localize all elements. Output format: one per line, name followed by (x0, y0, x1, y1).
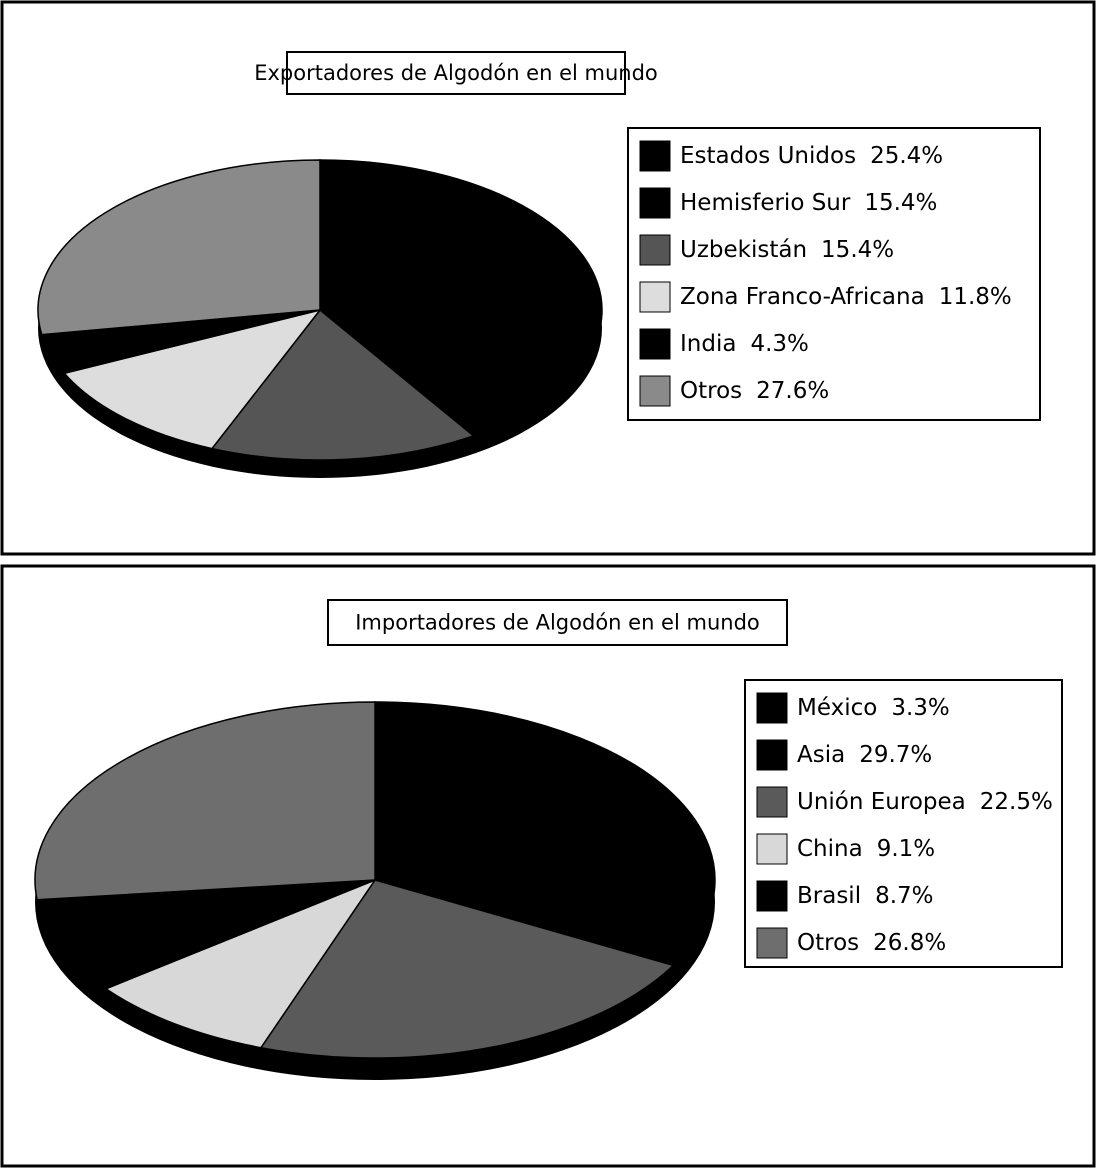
legend-name: Unión Europea (797, 789, 966, 815)
legend-name: Brasil (797, 883, 861, 909)
legend-value: 9.1% (877, 836, 935, 862)
legend-value: 25.4% (870, 143, 943, 169)
panel-frame (0, 564, 1096, 1168)
pie-slice (62, 308, 322, 450)
legend-swatch (756, 880, 788, 912)
legend-swatch (756, 692, 788, 724)
legend-entry: Unión Europea 22.5% (797, 789, 1053, 815)
legend-name: Asia (797, 742, 845, 768)
legend-box (744, 679, 1063, 968)
legend-entry: Uzbekistán 15.4% (680, 237, 894, 263)
legend-name: Uzbekistán (680, 237, 807, 263)
legend-name: Otros (797, 930, 859, 956)
panel-frame (0, 0, 1096, 556)
legend-entry: Zona Franco-Africana 11.8% (680, 284, 1012, 310)
legend-name: Otros (680, 378, 742, 404)
legend-name: Hemisferio Sur (680, 190, 851, 216)
legend-value: 22.5% (980, 789, 1053, 815)
legend-swatch (639, 281, 671, 313)
legend-swatch (639, 234, 671, 266)
legend-entry: Hemisferio Sur 15.4% (680, 190, 937, 216)
pie-slice (210, 308, 475, 461)
legend-entry: Asia 29.7% (797, 742, 932, 768)
legend-entry: Estados Unidos 25.4% (680, 143, 943, 169)
legend-swatch (639, 187, 671, 219)
pie-slice (36, 879, 376, 990)
legend-entry: China 9.1% (797, 836, 935, 862)
title-box (327, 599, 788, 646)
pie-slice (373, 704, 716, 967)
legend-swatch (756, 833, 788, 865)
legend-value: 15.4% (864, 190, 937, 216)
legend-entry: India 4.3% (680, 331, 809, 357)
legend-value: 8.7% (875, 883, 933, 909)
pie-slice (34, 701, 376, 901)
legend-entry: Brasil 8.7% (797, 883, 934, 909)
legend-value: 3.3% (891, 695, 949, 721)
legend-value: 27.6% (756, 378, 829, 404)
pie-slice (317, 309, 603, 437)
title-box (286, 51, 626, 95)
legend-value: 26.8% (873, 930, 946, 956)
legend-name: México (797, 695, 877, 721)
legend-box (627, 127, 1041, 421)
pie-slice (259, 879, 675, 1059)
legend-swatch (756, 739, 788, 771)
legend-value: 15.4% (821, 237, 894, 263)
pie-slice (319, 159, 603, 315)
chart-title: Exportadores de Algodón en el mundo (254, 61, 658, 85)
legend-entry: Otros 26.8% (797, 930, 946, 956)
legend-swatch (639, 375, 671, 407)
legend-value: 29.7% (859, 742, 932, 768)
pie-slice (104, 878, 378, 1049)
legend-name: China (797, 836, 863, 862)
pie-slice (37, 159, 321, 336)
legend-swatch (639, 140, 671, 172)
legend-entry: Otros 27.6% (680, 378, 829, 404)
legend-name: Estados Unidos (680, 143, 856, 169)
legend-value: 4.3% (750, 331, 808, 357)
legend-swatch (756, 786, 788, 818)
legend-value: 11.8% (939, 284, 1012, 310)
legend-swatch (756, 927, 788, 959)
legend-entry: México 3.3% (797, 695, 950, 721)
legend-swatch (639, 328, 671, 360)
chart-title: Importadores de Algodón en el mundo (355, 611, 760, 635)
legend-name: India (680, 331, 736, 357)
legend-name: Zona Franco-Africana (680, 284, 925, 310)
